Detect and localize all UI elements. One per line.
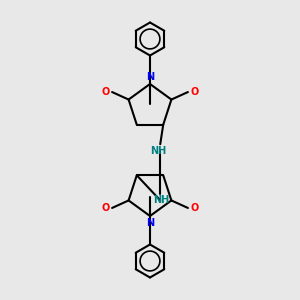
Text: N: N <box>146 73 154 82</box>
Text: O: O <box>101 203 110 213</box>
Text: O: O <box>101 87 110 97</box>
Text: N: N <box>146 218 154 227</box>
Text: O: O <box>190 203 199 213</box>
Text: NH: NH <box>151 146 167 156</box>
Text: O: O <box>190 87 199 97</box>
Text: NH: NH <box>154 195 170 205</box>
